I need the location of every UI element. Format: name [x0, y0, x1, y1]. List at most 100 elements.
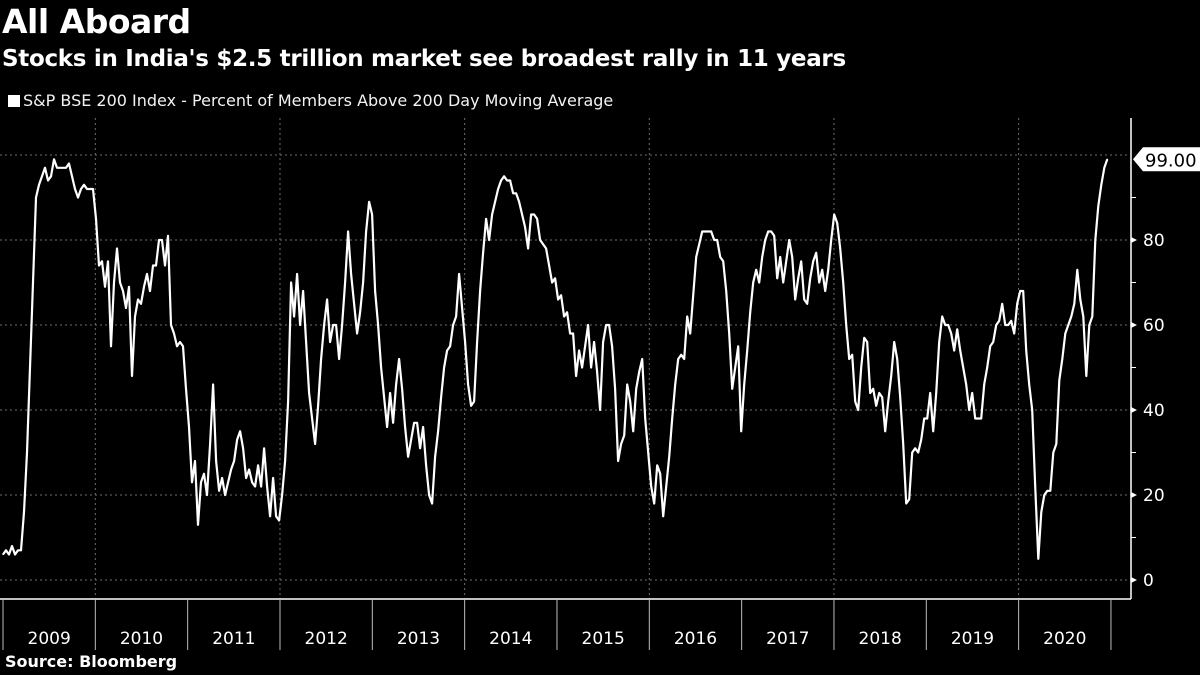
data-point [530, 213, 532, 216]
data-point [875, 405, 877, 407]
data-point [1001, 303, 1003, 305]
data-point [869, 392, 871, 394]
data-point [317, 405, 319, 407]
data-point [689, 332, 691, 335]
data-point [1073, 303, 1075, 305]
y-major-tick [1131, 407, 1137, 413]
last-value-badge [1133, 147, 1200, 172]
data-point [893, 341, 895, 343]
data-point [911, 451, 913, 454]
data-point [389, 392, 391, 394]
data-point [107, 260, 109, 262]
data-point [152, 264, 154, 267]
data-point [365, 230, 367, 233]
data-point [338, 358, 340, 360]
data-point [977, 417, 979, 420]
data-point [68, 162, 70, 165]
data-point [890, 375, 892, 377]
data-point [80, 188, 82, 190]
data-point [41, 175, 43, 177]
data-point [599, 409, 601, 411]
data-point [116, 247, 118, 250]
data-point [449, 345, 451, 347]
data-point [854, 400, 856, 403]
data-point [137, 298, 139, 301]
data-point [1046, 490, 1048, 492]
data-point [1022, 290, 1024, 292]
data-point [833, 213, 835, 216]
data-point [410, 439, 412, 441]
data-point [353, 303, 355, 305]
x-tick-label: 2011 [212, 629, 255, 649]
data-point [371, 213, 373, 216]
data-point [881, 396, 883, 398]
data-point [257, 464, 259, 466]
data-point [404, 426, 406, 428]
data-point [299, 324, 301, 326]
data-point [896, 358, 898, 360]
data-point [917, 451, 919, 454]
data-point [8, 553, 10, 556]
data-point [218, 490, 220, 492]
data-point [125, 307, 127, 309]
data-point [992, 341, 994, 343]
data-point [425, 464, 427, 466]
data-point [836, 222, 838, 224]
data-point [662, 515, 664, 517]
data-point [632, 430, 634, 432]
data-point [422, 426, 424, 428]
data-point [767, 230, 769, 233]
data-point [914, 447, 916, 449]
data-point [842, 281, 844, 284]
data-point [1013, 332, 1015, 335]
chart-subtitle: Stocks in India's $2.5 trillion market s… [2, 46, 846, 72]
data-point [95, 218, 97, 220]
data-point [173, 332, 175, 335]
data-point [713, 239, 715, 241]
data-point [17, 549, 19, 551]
y-major-tick [1131, 492, 1137, 498]
data-point [119, 281, 121, 284]
data-point [131, 375, 133, 377]
data-point [806, 303, 808, 305]
data-point [380, 366, 382, 369]
data-point [104, 286, 106, 288]
data-point [1058, 379, 1060, 381]
data-point [794, 298, 796, 301]
data-point [986, 366, 988, 369]
source-note: Source: Bloomberg [5, 652, 178, 671]
data-point [14, 553, 16, 556]
data-point [2, 553, 4, 556]
data-point [1040, 511, 1042, 513]
y-tick-label: 40 [1143, 401, 1165, 421]
data-point [1037, 558, 1039, 560]
data-point [788, 239, 790, 241]
data-point [581, 366, 583, 369]
data-point [278, 519, 280, 522]
data-point [164, 264, 166, 267]
data-point [1091, 315, 1093, 318]
x-tick-label: 2016 [674, 629, 717, 649]
data-point [803, 298, 805, 301]
data-point [851, 354, 853, 356]
data-point [1010, 320, 1012, 322]
data-point [1043, 494, 1045, 496]
data-point [488, 239, 490, 241]
data-point [5, 549, 7, 551]
data-point [677, 358, 679, 360]
data-point [959, 349, 961, 352]
data-point [980, 417, 982, 420]
data-point [710, 230, 712, 233]
y-major-tick [1131, 237, 1137, 243]
data-point [50, 175, 52, 177]
data-point [926, 417, 928, 420]
data-point [668, 456, 670, 458]
data-point [53, 158, 55, 160]
data-point [470, 405, 472, 407]
data-point [944, 324, 946, 326]
data-point [1061, 358, 1063, 360]
data-point [761, 256, 763, 258]
x-tick-label: 2012 [305, 629, 348, 649]
y-major-tick [1131, 577, 1137, 583]
data-point [932, 430, 934, 432]
